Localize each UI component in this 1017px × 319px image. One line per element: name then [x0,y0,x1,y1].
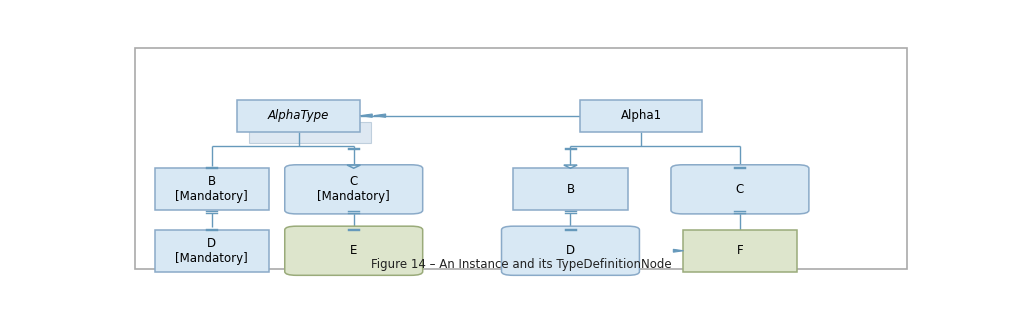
FancyBboxPatch shape [135,48,907,269]
Text: D: D [565,244,575,257]
FancyBboxPatch shape [671,165,809,214]
Text: C: C [736,183,744,196]
Text: B: B [566,183,575,196]
Text: E: E [350,244,357,257]
Text: AlphaType: AlphaType [267,109,330,122]
Text: F: F [736,244,743,257]
FancyBboxPatch shape [285,226,423,275]
FancyBboxPatch shape [155,168,268,210]
Text: C
[Mandatory]: C [Mandatory] [317,175,391,203]
FancyBboxPatch shape [514,168,627,210]
Text: Figure 14 – An Instance and its TypeDefinitionNode: Figure 14 – An Instance and its TypeDefi… [371,258,671,271]
FancyBboxPatch shape [682,230,797,272]
FancyBboxPatch shape [501,226,640,275]
FancyBboxPatch shape [249,122,371,143]
Text: B
[Mandatory]: B [Mandatory] [176,175,248,203]
Text: Alpha1: Alpha1 [620,109,662,122]
FancyBboxPatch shape [155,230,268,272]
FancyBboxPatch shape [238,100,360,132]
FancyBboxPatch shape [285,165,423,214]
Polygon shape [673,249,683,252]
FancyBboxPatch shape [581,100,703,132]
Polygon shape [360,114,372,117]
Text: D
[Mandatory]: D [Mandatory] [176,237,248,265]
Polygon shape [374,114,385,117]
